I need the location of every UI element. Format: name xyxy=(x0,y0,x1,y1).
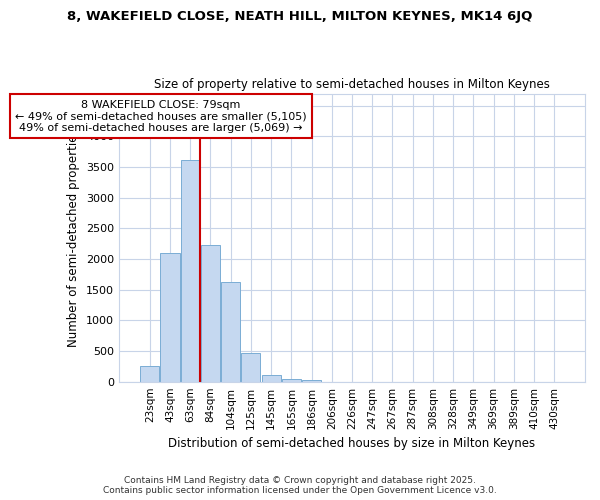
X-axis label: Distribution of semi-detached houses by size in Milton Keynes: Distribution of semi-detached houses by … xyxy=(169,437,536,450)
Bar xyxy=(262,375,281,382)
Bar xyxy=(221,282,240,382)
Y-axis label: Number of semi-detached properties: Number of semi-detached properties xyxy=(67,128,80,347)
Text: Contains HM Land Registry data © Crown copyright and database right 2025.
Contai: Contains HM Land Registry data © Crown c… xyxy=(103,476,497,495)
Bar xyxy=(241,354,260,382)
Bar xyxy=(282,378,301,382)
Bar xyxy=(140,366,160,382)
Title: Size of property relative to semi-detached houses in Milton Keynes: Size of property relative to semi-detach… xyxy=(154,78,550,91)
Bar xyxy=(201,245,220,382)
Bar xyxy=(302,380,321,382)
Text: 8, WAKEFIELD CLOSE, NEATH HILL, MILTON KEYNES, MK14 6JQ: 8, WAKEFIELD CLOSE, NEATH HILL, MILTON K… xyxy=(67,10,533,23)
Bar xyxy=(181,160,200,382)
Bar xyxy=(160,253,179,382)
Text: 8 WAKEFIELD CLOSE: 79sqm
← 49% of semi-detached houses are smaller (5,105)
49% o: 8 WAKEFIELD CLOSE: 79sqm ← 49% of semi-d… xyxy=(15,100,307,133)
